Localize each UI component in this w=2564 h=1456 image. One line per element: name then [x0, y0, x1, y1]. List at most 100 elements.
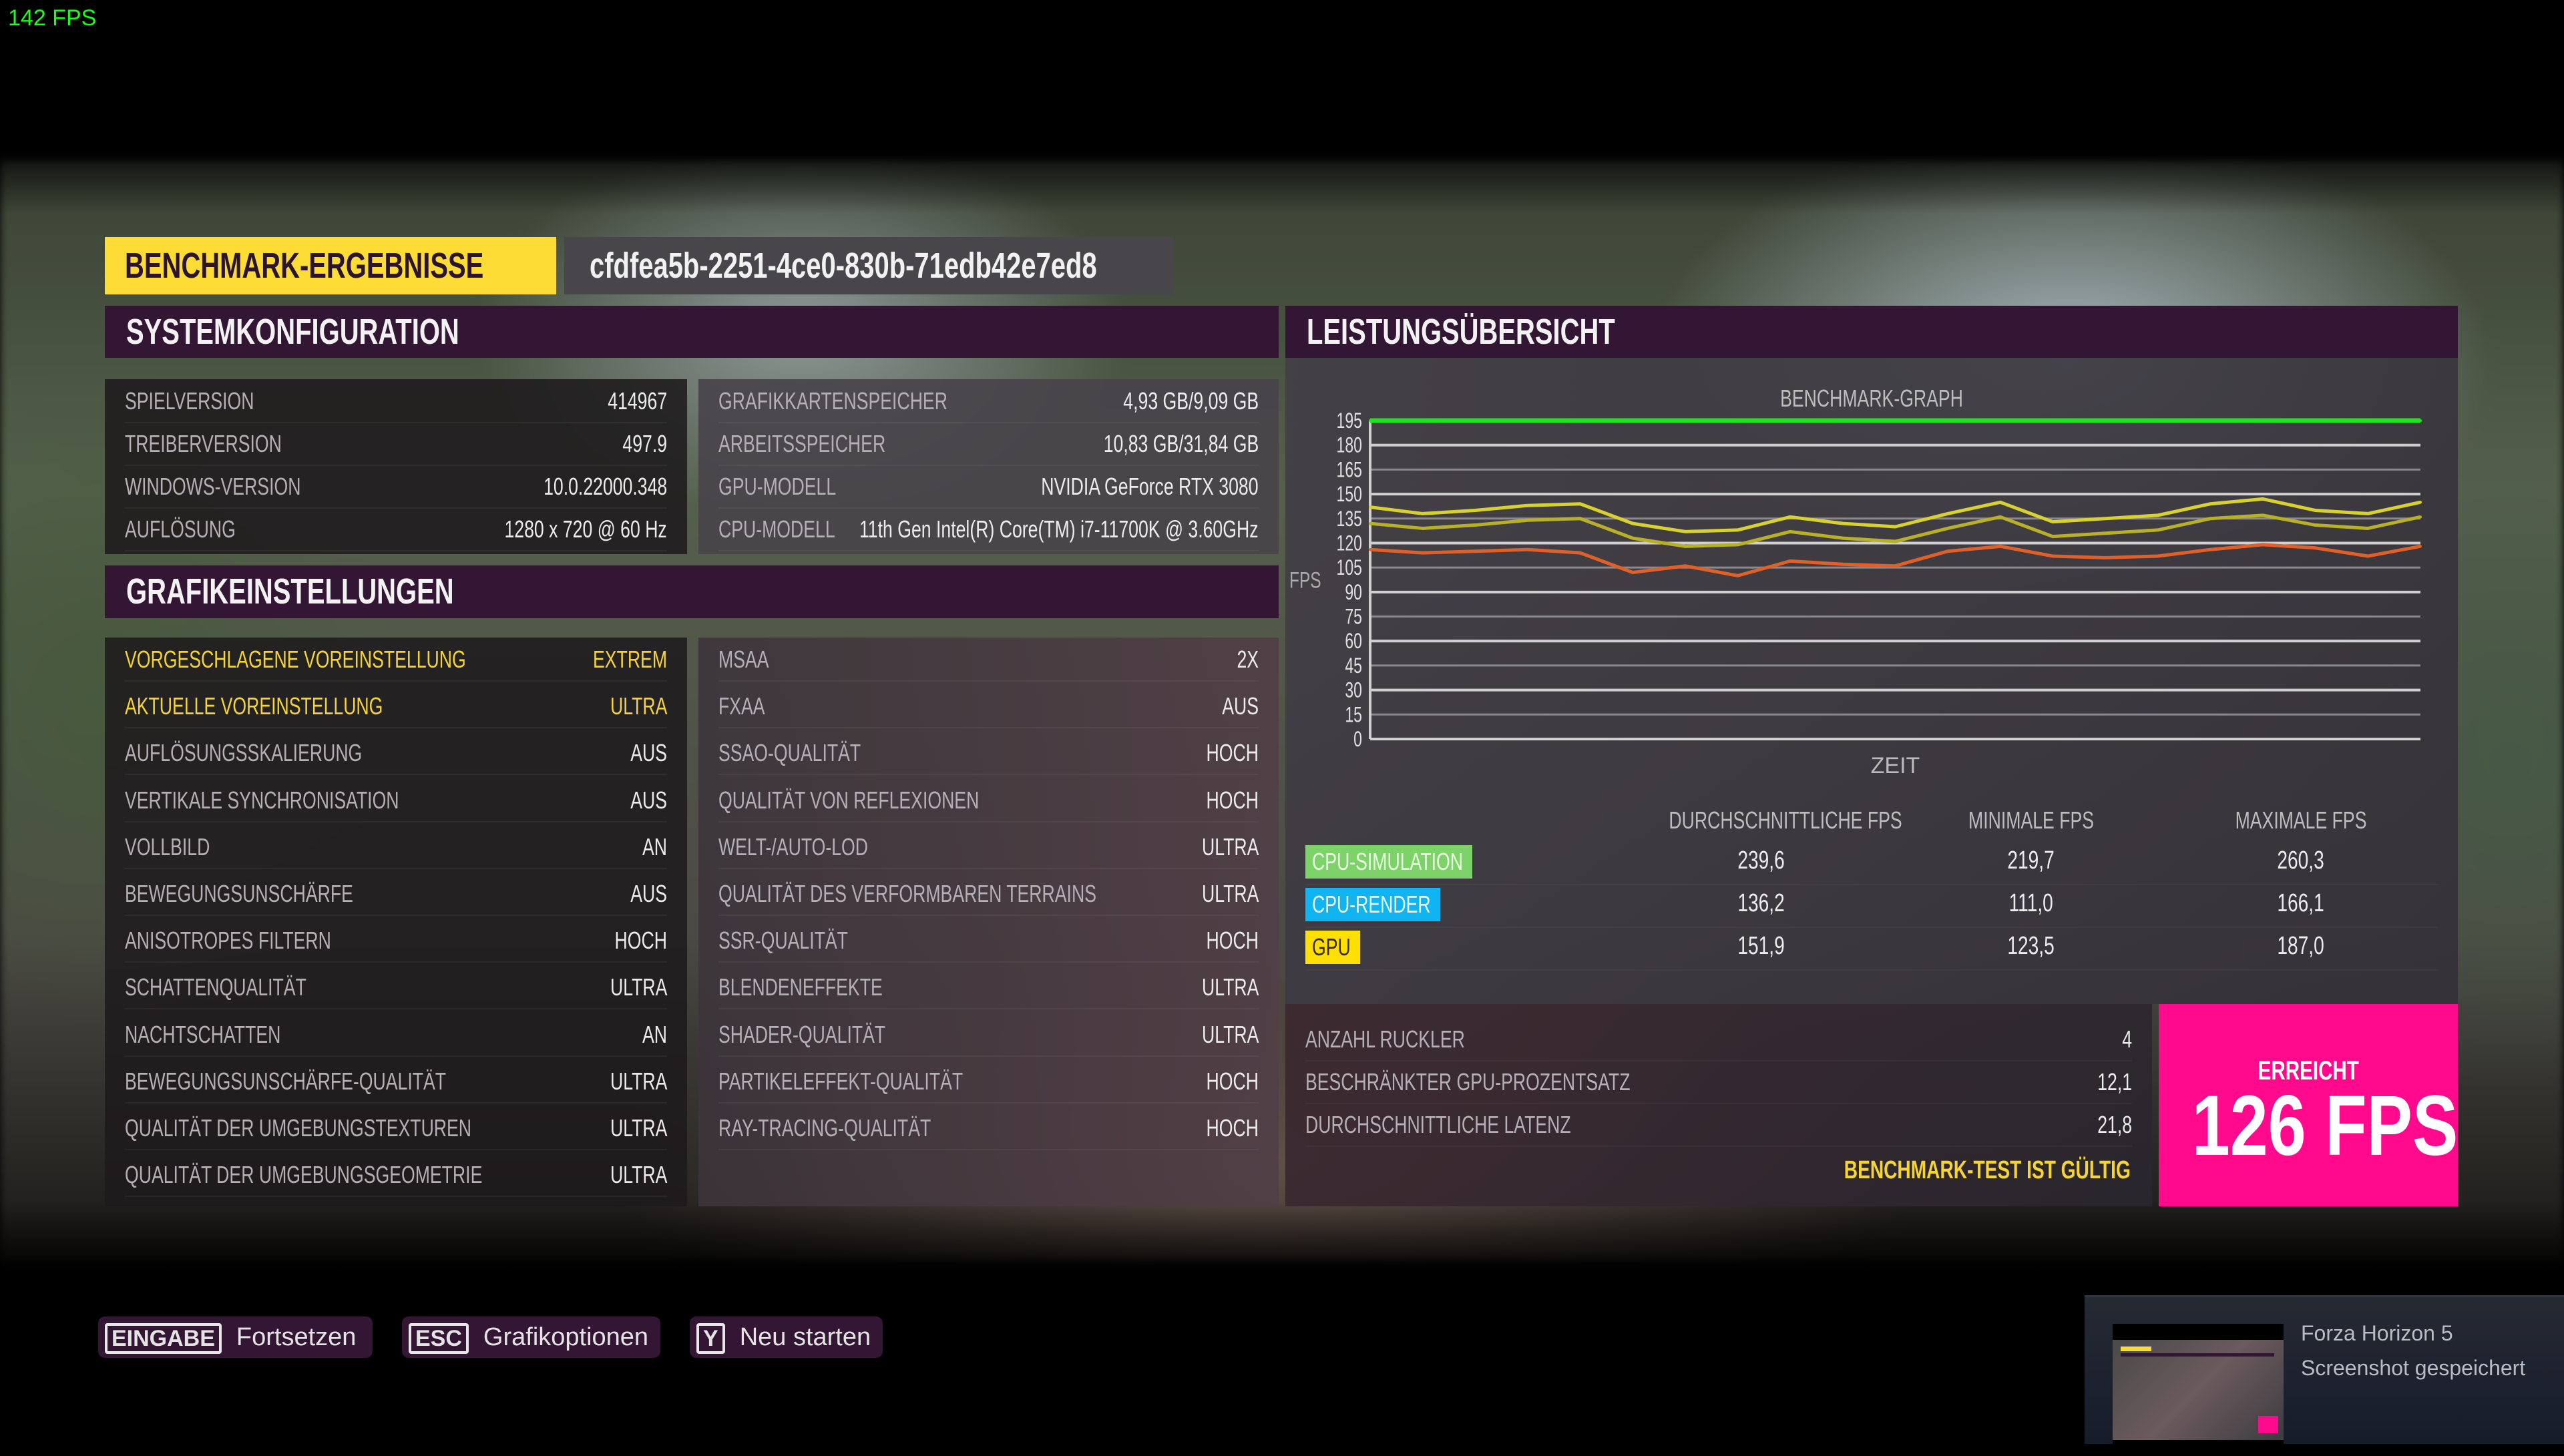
data-point — [2209, 419, 2212, 422]
data-point — [1421, 419, 1424, 422]
footer-button-esc[interactable]: ESC Grafikoptionen — [402, 1316, 660, 1358]
benchmark-graph: 1951801651501351201059075604530150FPSZEI… — [1289, 409, 2422, 778]
data-point — [1841, 537, 1844, 540]
setting-row: VORGESCHLAGENE VOREINSTELLUNG EXTREM — [125, 639, 667, 682]
setting-label: BLENDENEFFEKTE — [718, 973, 883, 1001]
data-point — [1631, 522, 1635, 525]
stats-value-min: 123,5 — [2007, 932, 2055, 960]
setting-label: AKTUELLE VOREINSTELLUNG — [125, 692, 383, 720]
setting-value: HOCH — [1206, 786, 1259, 814]
setting-value: EXTREM — [592, 646, 667, 673]
top-fade — [0, 134, 2564, 214]
setting-label: VERTIKALE SYNCHRONISATION — [125, 786, 399, 814]
data-point — [1369, 522, 1371, 525]
y-tick-label: 195 — [1337, 409, 1362, 433]
stats-value-max: 260,3 — [2277, 846, 2325, 875]
data-point — [1789, 559, 1792, 563]
setting-value: HOCH — [1206, 739, 1259, 767]
setting-value: ULTRA — [610, 1067, 667, 1095]
data-point — [1736, 574, 1739, 577]
data-point — [2156, 528, 2159, 531]
setting-label: BEWEGUNGSUNSCHÄRFE-QUALITÄT — [125, 1067, 447, 1095]
setting-value: HOCH — [614, 927, 667, 955]
stats-column-header: DURCHSCHNITTLICHE FPS — [1669, 806, 1902, 834]
setting-row: GPU-MODELL NVIDIA GeForce RTX 3080 — [718, 466, 1259, 509]
data-point — [1578, 502, 1582, 505]
setting-label: QUALITÄT DES VERFORMBAREN TERRAINS — [718, 880, 1096, 907]
data-point — [1998, 545, 2002, 548]
data-point — [1946, 419, 1950, 422]
data-point — [2104, 419, 2107, 422]
y-tick-label: 45 — [1345, 654, 1362, 678]
data-point — [2366, 527, 2370, 530]
data-point — [2156, 555, 2159, 558]
data-point — [1421, 527, 1424, 530]
data-point — [2156, 419, 2159, 422]
x-axis-label: ZEIT — [1871, 753, 1920, 778]
setting-value: ULTRA — [610, 1161, 667, 1189]
data-point — [2104, 531, 2107, 535]
data-point — [1998, 501, 2002, 504]
data-point — [2209, 548, 2212, 551]
data-point — [1421, 512, 1424, 515]
data-point — [2262, 513, 2265, 517]
setting-value: 10.0.22000.348 — [543, 473, 667, 500]
y-tick-label: 135 — [1337, 507, 1362, 531]
data-point — [1578, 551, 1582, 555]
setting-label: QUALITÄT VON REFLEXIONEN — [718, 786, 980, 814]
setting-row: MSAA 2X — [718, 639, 1259, 682]
setting-value: 11th Gen Intel(R) Core(TM) i7-11700K @ 3… — [859, 515, 1259, 543]
data-point — [2051, 535, 2055, 538]
row-divider — [1305, 884, 2438, 885]
screenshot-notification: Forza Horizon 5 Screenshot gespeichert — [2085, 1295, 2564, 1456]
data-point — [1631, 419, 1635, 422]
setting-row: ARBEITSSPEICHER 10,83 GB/31,84 GB — [718, 423, 1259, 466]
data-point — [2366, 419, 2370, 422]
data-point — [2104, 556, 2107, 559]
setting-row: CPU-MODELL 11th Gen Intel(R) Core(TM) i7-… — [718, 509, 1259, 551]
setting-label: MSAA — [718, 646, 769, 673]
data-point — [1369, 505, 1371, 509]
key-hint: EINGABE — [105, 1322, 222, 1354]
stats-row-tag: GPU — [1305, 931, 1360, 964]
data-point — [1578, 517, 1582, 520]
data-point — [2051, 520, 2055, 523]
benchmark-valid-text: BENCHMARK-TEST IST GÜLTIG — [1844, 1156, 2131, 1184]
stat-value: 12,1 — [2097, 1068, 2132, 1096]
performance-panel: BENCHMARK-GRAPH 195 180 165 150 135 120 105 90 7… — [1285, 358, 2458, 1004]
chart-title: BENCHMARK-GRAPH — [1780, 385, 1963, 412]
footer-button-label: Grafikoptionen — [483, 1323, 649, 1351]
setting-value: ULTRA — [1201, 1020, 1259, 1048]
data-point — [2262, 543, 2265, 546]
footer-button-eingabe[interactable]: EINGABE Fortsetzen — [98, 1316, 373, 1358]
setting-row: WELT-/AUTO-LOD ULTRA — [718, 826, 1259, 869]
y-tick-label: 120 — [1337, 531, 1362, 555]
data-point — [1683, 564, 1687, 567]
data-point — [1789, 515, 1792, 519]
data-point — [1526, 548, 1529, 551]
notification-message: Screenshot gespeichert — [2301, 1356, 2526, 1380]
data-point — [2209, 502, 2212, 505]
graphics-settings-header: GRAFIKEINSTELLUNGEN — [105, 565, 1279, 618]
setting-row: BEWEGUNGSUNSCHÄRFE-QUALITÄT ULTRA — [125, 1061, 667, 1104]
setting-value: ULTRA — [1201, 973, 1259, 1001]
data-point — [1578, 419, 1582, 422]
stats-value-max: 166,1 — [2277, 889, 2325, 917]
data-point — [1789, 530, 1792, 533]
data-point — [1474, 419, 1477, 422]
setting-value: AUS — [1222, 692, 1259, 720]
setting-row: VOLLBILD AN — [125, 826, 667, 869]
setting-row: GRAFIKKARTENSPEICHER 4,93 GB/9,09 GB — [718, 381, 1259, 423]
y-tick-label: 30 — [1345, 678, 1362, 702]
data-point — [2419, 515, 2422, 519]
setting-row: AKTUELLE VOREINSTELLUNG ULTRA — [125, 686, 667, 729]
setting-value: AN — [642, 832, 667, 861]
setting-label: QUALITÄT DER UMGEBUNGSGEOMETRIE — [125, 1161, 483, 1189]
setting-row: SCHATTENQUALITÄT ULTRA — [125, 967, 667, 1010]
data-point — [1421, 551, 1424, 555]
footer-button-y[interactable]: Y Neu starten — [690, 1316, 883, 1358]
data-point — [1841, 563, 1844, 566]
setting-value: HOCH — [1206, 1114, 1259, 1142]
data-point — [1894, 525, 1897, 528]
data-point — [1631, 571, 1635, 574]
